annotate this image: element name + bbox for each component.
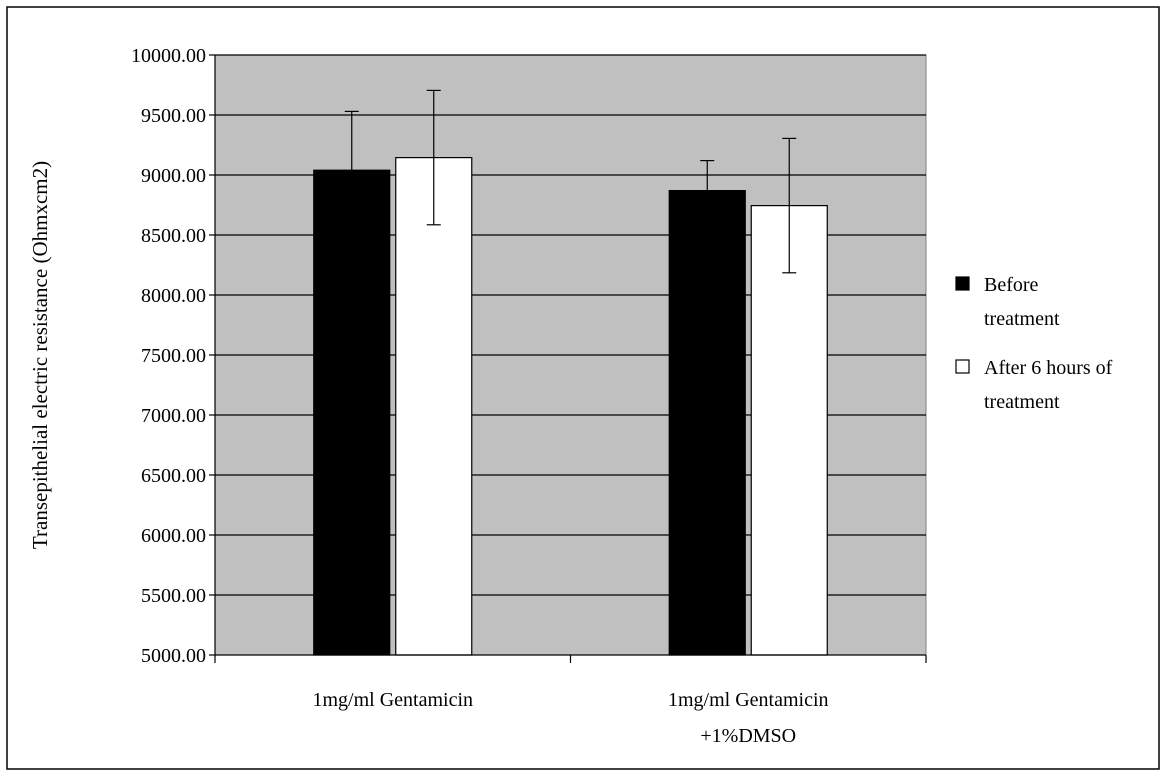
legend-label: Before	[984, 274, 1039, 296]
y-tick-label: 8500.00	[141, 225, 206, 247]
y-tick-labels: 5000.00 5500.00 6000.00 6500.00 7000.00 7500.…	[131, 45, 215, 667]
y-tick-label: 6000.00	[141, 525, 206, 547]
x-category-label: +1%DMSO	[700, 725, 796, 747]
x-category-label: 1mg/ml Gentamicin	[312, 689, 473, 711]
legend-label: After 6 hours of	[984, 357, 1113, 379]
x-category-labels: 1mg/ml Gentamicin 1mg/ml Gentamicin +1%DMS…	[312, 689, 828, 747]
y-tick-label: 7000.00	[141, 405, 206, 427]
y-axis-title: Transepithelial electric resistance (Ohm…	[28, 161, 52, 549]
y-tick-label: 9500.00	[141, 105, 206, 127]
y-tick-label: 10000.00	[131, 45, 206, 67]
y-tick-label: 9000.00	[141, 165, 206, 187]
bar	[313, 169, 391, 656]
bar	[668, 190, 746, 656]
y-tick-label: 5500.00	[141, 585, 206, 607]
bar	[395, 157, 473, 656]
x-category-label: 1mg/ml Gentamicin	[668, 689, 829, 711]
legend-swatch	[955, 276, 970, 291]
legend-label: treatment	[984, 308, 1060, 330]
legend: Before treatment After 6 hours of treatment	[955, 274, 1113, 413]
y-tick-label: 6500.00	[141, 465, 206, 487]
y-tick-label: 5000.00	[141, 645, 206, 667]
legend-swatch	[955, 359, 970, 374]
y-tick-label: 7500.00	[141, 345, 206, 367]
y-tick-label: 8000.00	[141, 285, 206, 307]
legend-label: treatment	[984, 391, 1060, 413]
